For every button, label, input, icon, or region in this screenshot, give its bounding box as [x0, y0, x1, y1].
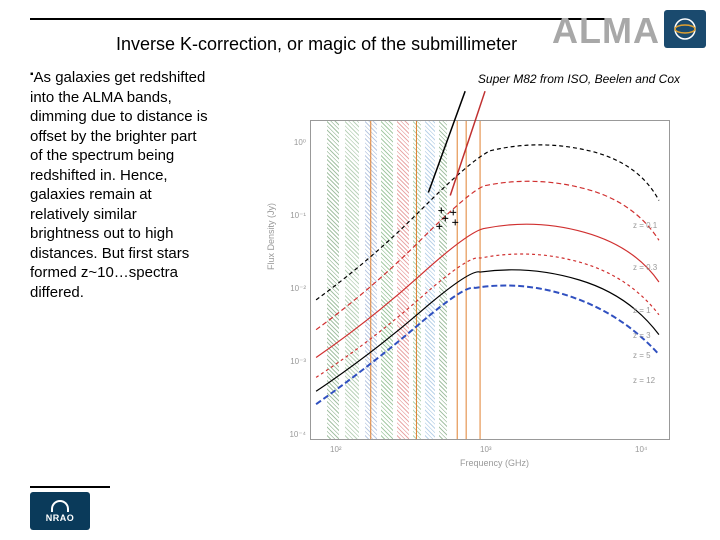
nrao-text: NRAO — [46, 513, 75, 523]
alma-band — [413, 121, 421, 439]
figure-caption: Super M82 from ISO, Beelen and Cox — [478, 72, 680, 86]
x-axis-label: Frequency (GHz) — [460, 458, 529, 468]
alma-wordmark: ALMA — [552, 10, 660, 52]
x-tick: 10³ — [480, 445, 492, 454]
alma-band — [345, 121, 359, 439]
alma-band — [365, 121, 377, 439]
bullet-content: As galaxies get redshifted into the ALMA… — [30, 69, 208, 301]
alma-band — [425, 121, 435, 439]
y-tick: 10⁻² — [288, 284, 306, 293]
footer-rule — [30, 486, 110, 488]
alma-band — [381, 121, 393, 439]
sed-chart: Flux Density (Jy) Frequency (GHz) z = 0.… — [260, 110, 690, 480]
bullet-text: ▪As galaxies get redshifted into the ALM… — [30, 68, 210, 302]
legend-label: z = 0.1 — [633, 221, 657, 230]
alma-band — [327, 121, 339, 439]
x-tick: 10² — [330, 445, 342, 454]
legend-label: z = 0.3 — [633, 263, 657, 272]
dish-icon — [51, 500, 69, 512]
legend-label: z = 12 — [633, 376, 655, 385]
y-tick: 10⁻¹ — [288, 211, 306, 220]
x-tick: 10⁴ — [635, 445, 647, 454]
alma-icon — [664, 10, 706, 48]
nrao-logo: NRAO — [30, 492, 90, 530]
y-tick: 10⁻³ — [288, 357, 306, 366]
legend-label: z = 5 — [633, 351, 651, 360]
slide-title: Inverse K-correction, or magic of the su… — [116, 34, 517, 55]
alma-band — [397, 121, 409, 439]
y-tick: 10⁻⁴ — [288, 430, 306, 439]
legend-label: z = 3 — [633, 331, 651, 340]
legend-label: z = 1 — [633, 306, 651, 315]
header-rule — [30, 18, 610, 20]
plot-area: z = 0.1 z = 0.3 z = 1 z = 3 z = 5 z = 12 — [310, 120, 670, 440]
alma-band — [439, 121, 447, 439]
y-tick: 10⁰ — [288, 138, 306, 147]
y-axis-label: Flux Density (Jy) — [266, 203, 276, 270]
